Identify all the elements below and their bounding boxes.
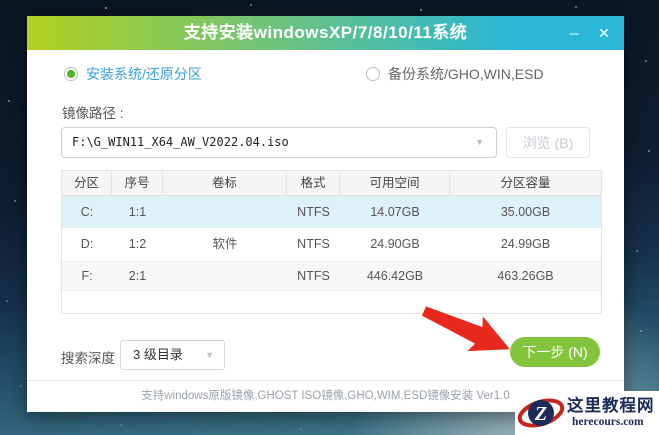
partition-table: 分区 序号 卷标 格式 可用空间 分区容量 C: 1:1 NTFS 14.07GB 35.00GB… bbox=[61, 170, 602, 314]
table-cell: 1:1 bbox=[128, 205, 147, 219]
minimize-icon[interactable]: ─ bbox=[569, 25, 579, 41]
table-header-row: 分区 序号 卷标 格式 可用空间 分区容量 bbox=[62, 171, 601, 196]
footer: 支持windows原版镜像,GHOST ISO镜像,GHO,WIM,ESD镜像安… bbox=[27, 380, 624, 412]
column-header[interactable]: 卷标 bbox=[163, 171, 287, 196]
footer-text: 支持windows原版镜像,GHOST ISO镜像,GHO,WIM,ESD镜像安… bbox=[141, 390, 510, 402]
image-path-value: F:\G_WIN11_X64_AW_V2022.04.iso bbox=[72, 135, 289, 149]
table-row[interactable]: F: 2:1 NTFS 446.42GB 463.26GB bbox=[62, 260, 601, 292]
column-header[interactable]: 可用空间 bbox=[340, 171, 450, 196]
browse-button[interactable]: 浏览 (B) bbox=[506, 127, 590, 158]
table-cell: 2:1 bbox=[128, 269, 147, 283]
table-cell bbox=[163, 260, 287, 292]
table-cell: 35.00GB bbox=[500, 205, 551, 219]
starfield bbox=[0, 0, 2, 2]
table-cell: 软件 bbox=[212, 237, 238, 251]
column-header[interactable]: 分区 bbox=[62, 171, 112, 196]
image-path-input[interactable]: F:\G_WIN11_X64_AW_V2022.04.iso ▼ bbox=[61, 127, 497, 158]
logo-letter: Z bbox=[534, 403, 547, 425]
search-depth-value: 3 级目录 bbox=[133, 347, 183, 362]
radio-install-restore[interactable]: 安装系统/还原分区 bbox=[64, 66, 202, 82]
installer-window: 支持安装windowsXP/7/8/10/11系统 ─ ✕ 安装系统/还原分区 … bbox=[27, 16, 624, 412]
site-url: herecours.com bbox=[572, 415, 644, 428]
window-title: 支持安装windowsXP/7/8/10/11系统 bbox=[183, 23, 468, 42]
table-cell: 1:2 bbox=[128, 237, 147, 251]
radio-button-icon bbox=[64, 67, 78, 81]
table-row[interactable]: D: 1:2 软件 NTFS 24.90GB 24.99GB bbox=[62, 228, 601, 260]
table-cell: NTFS bbox=[297, 237, 330, 251]
radio-backup-system[interactable]: 备份系统/GHO,WIN,ESD bbox=[366, 66, 544, 82]
search-depth-select[interactable]: 3 级目录 ▼ bbox=[120, 340, 225, 370]
table-cell: F: bbox=[81, 269, 93, 283]
column-header[interactable]: 格式 bbox=[287, 171, 340, 196]
radio-backup-label: 备份系统/GHO,WIN,ESD bbox=[388, 66, 544, 82]
table-cell: D: bbox=[80, 237, 94, 251]
table-cell: C: bbox=[80, 205, 94, 219]
radio-install-label: 安装系统/还原分区 bbox=[86, 66, 202, 82]
table-body: C: 1:1 NTFS 14.07GB 35.00GB D: 1:2 软件 NTFS 24.90G… bbox=[62, 196, 601, 292]
table-row[interactable]: C: 1:1 NTFS 14.07GB 35.00GB bbox=[62, 196, 601, 228]
close-icon[interactable]: ✕ bbox=[598, 24, 610, 41]
chevron-down-icon[interactable]: ▼ bbox=[475, 137, 484, 147]
site-text: 这里教程网 herecours.com bbox=[567, 397, 655, 428]
column-header[interactable]: 序号 bbox=[112, 171, 163, 196]
next-button[interactable]: 下一步 (N) bbox=[510, 337, 600, 367]
table-cell: 24.99GB bbox=[500, 237, 551, 251]
site-logo-icon: Z bbox=[517, 398, 565, 428]
titlebar: 支持安装windowsXP/7/8/10/11系统 ─ ✕ bbox=[27, 16, 624, 50]
radio-button-icon bbox=[366, 67, 380, 81]
chevron-down-icon: ▼ bbox=[205, 350, 214, 360]
table-cell: NTFS bbox=[297, 269, 330, 283]
image-path-label: 镜像路径 : bbox=[62, 106, 124, 121]
table-cell: 446.42GB bbox=[366, 269, 424, 283]
column-header[interactable]: 分区容量 bbox=[500, 176, 551, 190]
site-name: 这里教程网 bbox=[567, 397, 655, 416]
table-cell: 14.07GB bbox=[370, 205, 420, 219]
table-cell: 463.26GB bbox=[497, 269, 554, 283]
table-cell bbox=[163, 196, 287, 228]
search-depth-label: 搜索深度 bbox=[61, 351, 115, 366]
window-controls: ─ ✕ bbox=[566, 16, 612, 50]
table-cell: NTFS bbox=[297, 205, 330, 219]
table-cell: 24.90GB bbox=[370, 237, 420, 251]
watermark-logo: Z 这里教程网 herecours.com bbox=[515, 391, 659, 435]
